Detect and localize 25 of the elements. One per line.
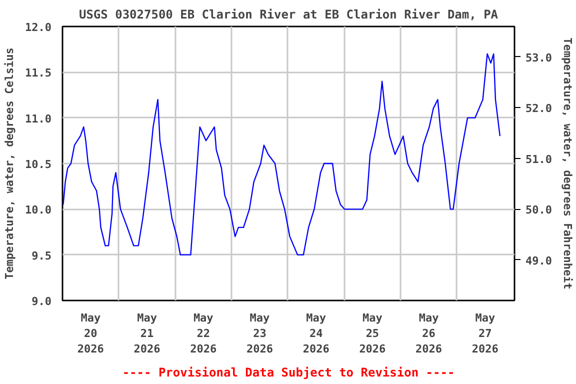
y-tick-label: 12.0 — [25, 21, 52, 34]
x-tick-label: May 21 2026 — [134, 312, 161, 356]
x-tick-label: May 27 2026 — [472, 312, 499, 356]
y2-tick-label: 49.0 — [526, 254, 552, 268]
y-tick-label: 9.5 — [32, 249, 52, 262]
x-tick-label: May 24 2026 — [302, 312, 330, 356]
y2-tick-label: 51.0 — [526, 152, 552, 166]
x-tick-label: May 22 2026 — [190, 312, 218, 356]
y2-tick-label: 50.0 — [526, 204, 552, 217]
x-tick-label: May 25 2026 — [359, 312, 386, 356]
chart-title: USGS 03027500 EB Clarion River at EB Clarion River Dam, PA — [78, 8, 499, 22]
y-tick-label: 11.5 — [25, 66, 52, 80]
x-tick-label: May 23 2026 — [246, 312, 274, 356]
x-tick-label: May 20 2026 — [77, 312, 104, 356]
y-tick-label: 9.0 — [32, 295, 52, 308]
y2-axis-title: Temperature, water, degrees Fahrenheit — [560, 38, 574, 290]
x-tick-label: May 26 2026 — [416, 312, 442, 356]
y2-tick-label: 53.0 — [526, 51, 552, 64]
y-tick-label: 10.5 — [25, 158, 52, 171]
line-series — [62, 53, 501, 256]
y2-tick-label: 52.0 — [526, 102, 552, 116]
y-tick-label: 10.0 — [25, 204, 52, 217]
y-tick-label: 11.0 — [25, 112, 52, 126]
text: ---- Provisional Data Subject to Revision ---- — [122, 366, 455, 380]
y-axis-title: Temperature, water, degrees Celsius — [3, 48, 16, 280]
